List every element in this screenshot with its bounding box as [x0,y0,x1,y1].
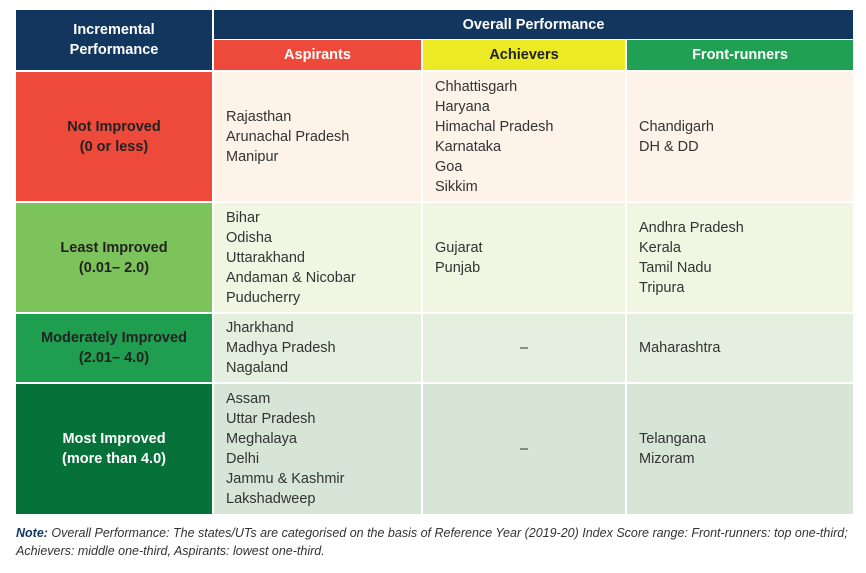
column-header-achievers: Achievers [423,40,625,70]
state-name: Puducherry [226,289,301,306]
state-name: Goa [435,158,463,175]
column-header-front-runners: Front-runners [627,40,853,70]
row-label-range: (0 or less) [79,138,149,155]
row-label-title: Not Improved [67,118,161,135]
state-name: Gujarat [435,239,483,256]
cell-front-runners: Telangana Mizoram [627,384,853,514]
row-label-title: Most Improved [62,431,166,447]
incremental-performance-header: Incremental Performance [16,10,212,70]
state-name: Bihar [226,209,260,226]
state-name: Manipur [226,148,279,165]
row-label-title: Moderately Improved [41,330,187,346]
incremental-header-line1: Incremental [73,22,155,38]
state-name: Karnataka [435,138,502,155]
state-name: Chandigarh [639,118,714,135]
row-label-title: Least Improved [60,239,168,256]
state-name: Andhra Pradesh [639,219,744,236]
empty-dash: – [519,441,529,457]
note-label: Note: [16,526,48,540]
overall-performance-label: Overall Performance [462,16,605,33]
cell-front-runners: Chandigarh DH & DD [627,72,853,201]
state-name: Arunachal Pradesh [226,128,350,145]
state-name: Uttarakhand [226,249,305,266]
row-label-most-improved: Most Improved (more than 4.0) [16,384,212,514]
cell-achievers: – [423,314,625,382]
cell-aspirants: Rajasthan Arunachal Pradesh Manipur [214,72,421,201]
overall-performance-header: Overall Performance [214,10,853,39]
cell-achievers: Gujarat Punjab [423,203,625,312]
cell-front-runners: Maharashtra [627,314,853,382]
state-name: Jammu & Kashmir [226,471,345,487]
state-name: Tamil Nadu [639,259,712,276]
state-name: Himachal Pradesh [435,118,554,135]
row-label-range: (2.01– 4.0) [78,350,150,366]
state-name: Madhya Pradesh [226,340,336,356]
state-name: Punjab [435,259,481,276]
row-label-not-improved: Not Improved (0 or less) [16,72,212,201]
state-name: Tripura [639,279,685,296]
state-name: Uttar Pradesh [226,411,316,427]
row-label-range: (more than 4.0) [62,451,166,467]
state-name: Kerala [639,239,681,256]
state-name: Meghalaya [226,431,297,447]
column-header-aspirants: Aspirants [214,40,421,70]
cell-front-runners: Andhra Pradesh Kerala Tamil Nadu Tripura [627,203,853,312]
incremental-header-line2: Performance [69,42,159,58]
row-label-moderately-improved: Moderately Improved (2.01– 4.0) [16,314,212,382]
state-name: Lakshadweep [226,491,316,507]
state-name: Jharkhand [226,320,294,336]
state-name: Andaman & Nicobar [226,269,356,286]
cell-aspirants: Bihar Odisha Uttarakhand Andaman & Nicobar P… [214,203,421,312]
cell-aspirants: Assam Uttar Pradesh Meghalaya Delhi Jammu & … [214,384,421,514]
footnote: Note: Overall Performance: The states/UT… [16,524,856,560]
cell-achievers: – [423,384,625,514]
note-text: Overall Performance: The states/UTs are … [16,526,848,558]
state-name: Nagaland [226,360,289,376]
state-name: Chhattisgarh [435,78,518,95]
state-name: Assam [226,391,271,407]
state-name: Maharashtra [639,340,721,356]
state-name: Sikkim [435,178,478,195]
state-name: Delhi [226,451,260,467]
state-name: Rajasthan [226,108,292,125]
cell-aspirants: Jharkhand Madhya Pradesh Nagaland [214,314,421,382]
state-name: Haryana [435,98,490,115]
state-name: Odisha [226,229,272,246]
row-label-least-improved: Least Improved (0.01– 2.0) [16,203,212,312]
empty-dash: – [519,340,529,356]
cell-achievers: Chhattisgarh Haryana Himachal Pradesh Karna… [423,72,625,201]
state-name: Telangana [639,431,706,447]
state-name: DH & DD [639,138,699,155]
state-name: Mizoram [639,451,695,467]
row-label-range: (0.01– 2.0) [78,259,150,276]
